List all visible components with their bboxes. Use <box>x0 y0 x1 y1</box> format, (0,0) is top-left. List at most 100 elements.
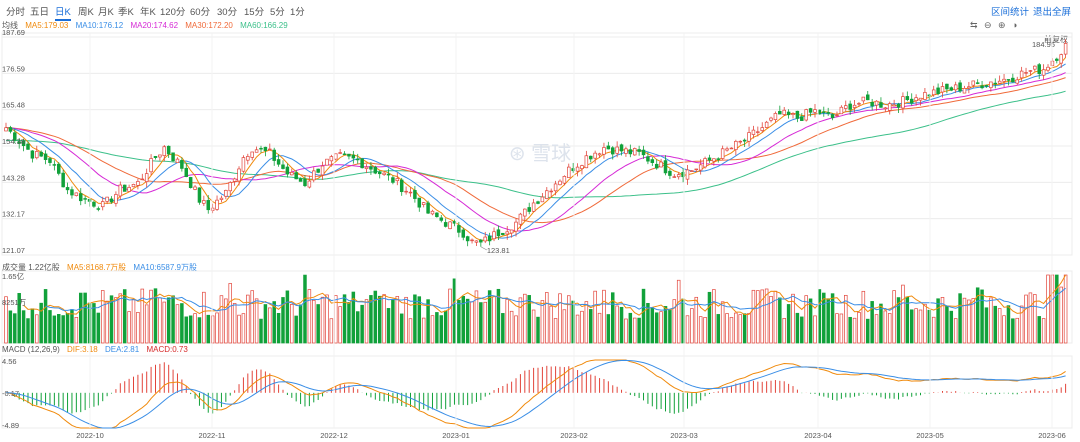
candle <box>1059 53 1063 68</box>
candle <box>17 138 21 149</box>
candle-body <box>747 132 751 142</box>
tab-7[interactable]: 120分 <box>160 7 186 18</box>
zoom-out-icon[interactable]: ⊖ <box>984 20 992 30</box>
volume-bar <box>773 290 778 344</box>
volume-bar <box>1024 294 1028 344</box>
volume-bar <box>778 297 782 344</box>
candle <box>887 101 892 115</box>
volume-bar <box>78 292 83 344</box>
volume-bar <box>316 304 320 344</box>
macd-tick-label: -0.17 <box>2 389 19 398</box>
indicator-label: 均线 <box>2 21 18 30</box>
tab-6[interactable]: 年K <box>140 7 156 18</box>
candle <box>373 165 378 175</box>
candle <box>518 212 523 229</box>
candle <box>589 155 593 163</box>
exit-fullscreen-link[interactable]: 退出全屏 <box>1033 7 1072 18</box>
volume-bar <box>197 317 202 344</box>
candle-body <box>716 158 721 160</box>
swap-icon[interactable]: ⇆ <box>970 20 978 30</box>
adjust-mode-label[interactable]: 前复权 <box>1044 35 1068 44</box>
candle-body <box>347 153 351 157</box>
volume-bar <box>83 292 87 344</box>
candle-body <box>48 158 52 163</box>
tab-0[interactable]: 分时 <box>6 7 26 18</box>
candle-body <box>685 169 690 180</box>
candle-body <box>953 84 958 91</box>
candle-body <box>980 85 984 89</box>
candle-body <box>857 103 861 105</box>
volume-bar <box>883 310 888 344</box>
volume-bar <box>729 317 734 344</box>
volume-bar <box>483 301 487 344</box>
candle-body <box>527 207 531 212</box>
tab-2[interactable]: 日K <box>55 4 71 21</box>
candle <box>637 145 641 156</box>
candle-body <box>114 194 118 204</box>
candle <box>465 235 470 247</box>
candle-body <box>325 158 329 166</box>
volume-bar <box>707 291 712 344</box>
volume-bar <box>131 298 136 344</box>
candle <box>52 160 57 171</box>
candle <box>962 85 967 94</box>
range-stats-link[interactable]: 区间统计 <box>991 7 1030 18</box>
volume-bar <box>1033 294 1037 344</box>
candle <box>813 104 817 118</box>
volume-bar <box>224 298 228 344</box>
candle-body <box>936 87 940 95</box>
tab-9[interactable]: 30分 <box>217 7 238 18</box>
candle-body <box>96 208 101 210</box>
volume-bar <box>857 312 861 344</box>
volume-bar <box>254 298 259 344</box>
tab-1[interactable]: 五日 <box>30 7 50 18</box>
candle-body <box>57 163 61 174</box>
volume-bar <box>839 313 844 344</box>
candle-body <box>487 235 492 242</box>
candle-body <box>830 114 835 119</box>
candle <box>448 220 452 230</box>
candle <box>729 147 734 150</box>
theme-icon[interactable]: ◑ <box>1012 20 1018 30</box>
volume-bar <box>96 312 101 344</box>
x-axis-label: 2023-03 <box>670 431 698 440</box>
zoom-in-icon[interactable]: ⊕ <box>998 20 1006 30</box>
volume-bar <box>764 288 769 344</box>
candle <box>197 187 202 205</box>
candle-body <box>127 187 131 192</box>
candle <box>866 90 870 101</box>
candle-body <box>404 190 408 193</box>
candle <box>1037 63 1041 80</box>
volume-bar <box>597 312 602 344</box>
grid-lines <box>1 32 1073 429</box>
candle <box>303 175 307 188</box>
candle <box>496 225 501 240</box>
volume-bar <box>690 308 694 344</box>
candle-body <box>764 121 769 128</box>
volume-bar <box>57 314 61 344</box>
volume-bar <box>26 318 30 344</box>
volume-bar <box>971 298 976 344</box>
tab-4[interactable]: 月K <box>98 7 114 18</box>
volume-bar <box>421 317 426 344</box>
candle-body <box>13 132 17 141</box>
candle <box>57 162 61 176</box>
candle <box>615 141 619 158</box>
tab-10[interactable]: 15分 <box>244 7 265 18</box>
candle <box>874 100 879 111</box>
tab-12[interactable]: 1分 <box>290 7 305 18</box>
candle <box>931 85 936 97</box>
tab-5[interactable]: 季K <box>118 7 134 18</box>
volume-bar <box>307 289 312 344</box>
tab-11[interactable]: 5分 <box>270 7 285 18</box>
candle-body <box>791 113 795 116</box>
volume-bar <box>650 307 655 344</box>
tab-8[interactable]: 60分 <box>190 7 211 18</box>
candle-body <box>1015 79 1019 84</box>
tab-3[interactable]: 周K <box>78 7 94 18</box>
candle <box>430 209 435 216</box>
volume-bar <box>351 291 356 344</box>
volume-bar <box>769 296 773 344</box>
candle <box>206 195 210 214</box>
